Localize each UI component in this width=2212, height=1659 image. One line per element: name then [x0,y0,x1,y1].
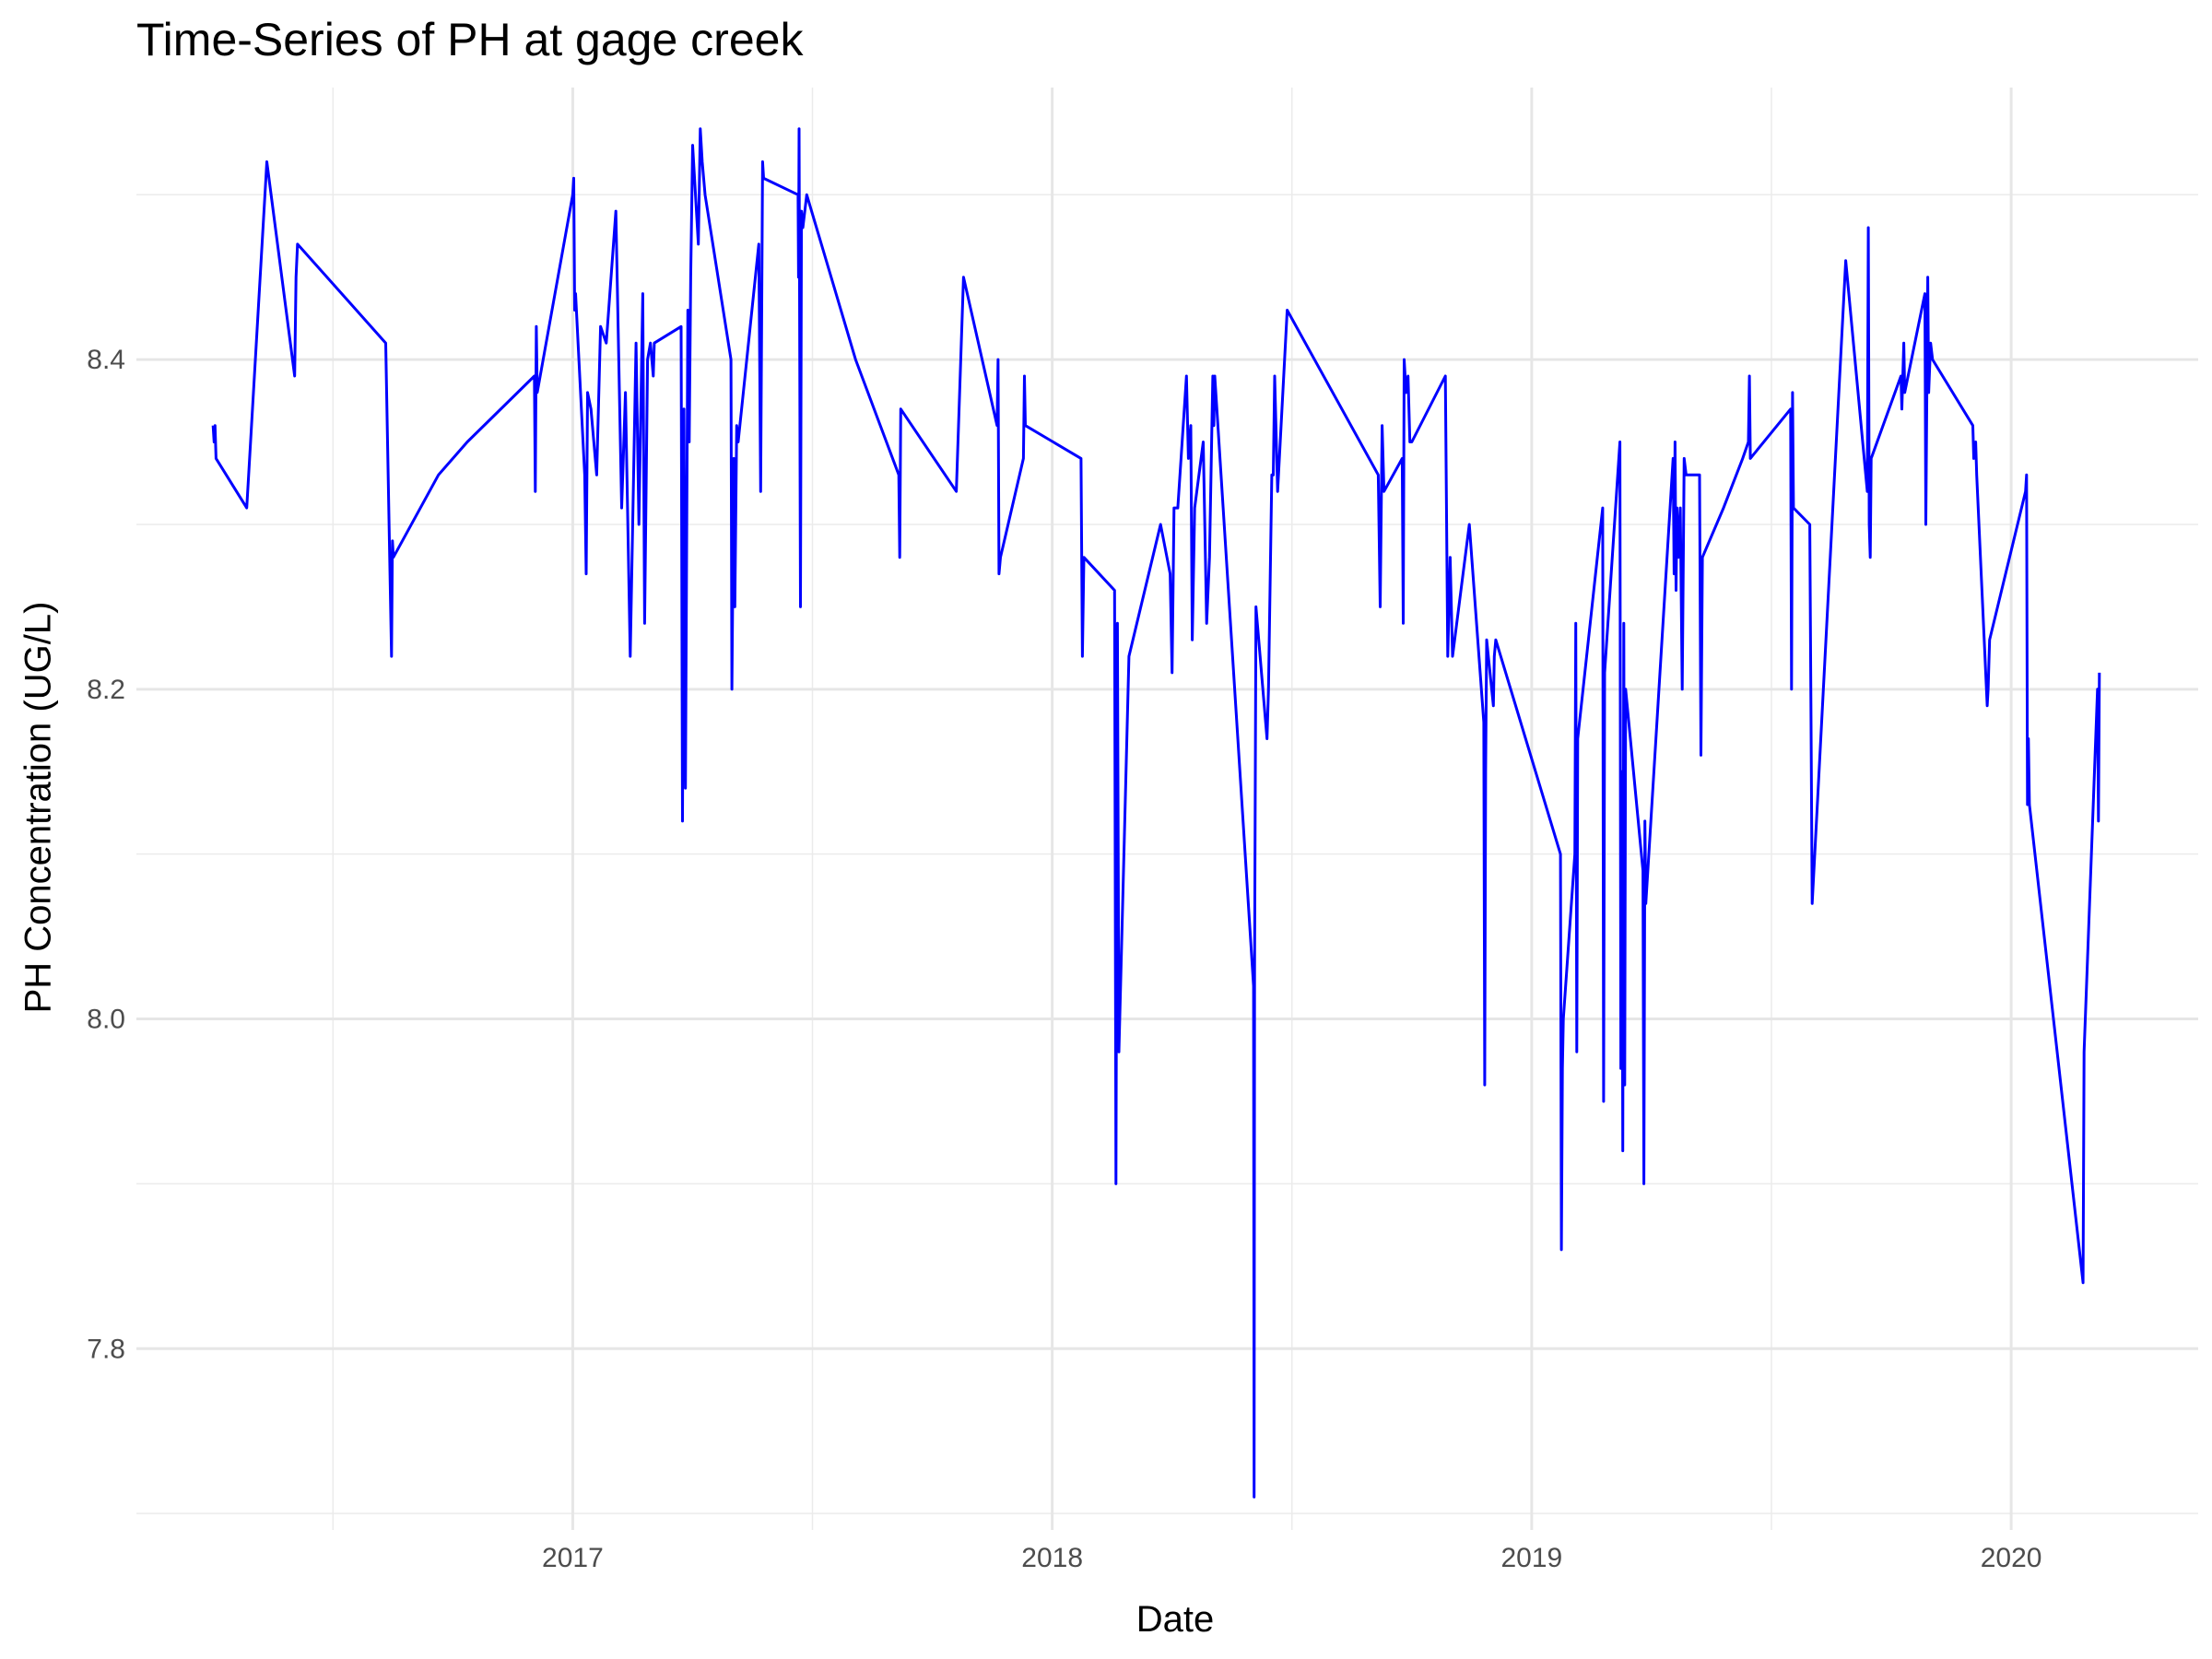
x-axis-label: Date [1135,1599,1215,1640]
tick-labels: 2017 2018 2019 2020 7.8 8.0 8.2 8.4 [87,345,2041,1573]
chart-title: Time-Series of PH at gage creek [136,14,804,65]
series-line [211,127,2101,1499]
y-tick-label: 7.8 [87,1334,125,1364]
y-tick-label: 8.4 [87,345,125,375]
x-tick-label: 2019 [1501,1543,1563,1573]
y-tick-label: 8.2 [87,675,125,705]
major-gridlines [136,88,2198,1530]
x-tick-label: 2018 [1021,1543,1083,1573]
y-tick-label: 8.0 [87,1005,125,1035]
x-tick-label: 2017 [542,1543,604,1573]
x-axis-label-wrap: Date [0,1599,2212,1641]
x-tick-label: 2020 [1981,1543,2042,1573]
minor-gridlines [136,88,2198,1530]
series-layer [211,127,2101,1499]
